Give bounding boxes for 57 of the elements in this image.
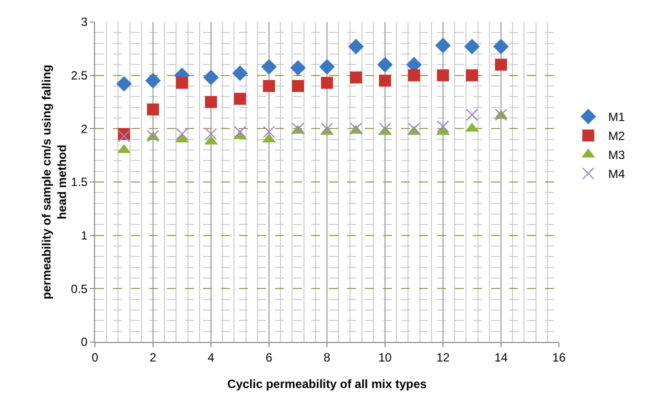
x-tick-label: 0 (92, 350, 99, 364)
point (176, 128, 188, 140)
x-tick-label: 14 (494, 350, 508, 364)
point (435, 38, 451, 54)
point (147, 103, 159, 116)
x-tick-label: 12 (436, 350, 450, 364)
y-tick-label: 2 (80, 122, 88, 136)
legend-label: M1 (608, 110, 626, 124)
point (377, 56, 393, 72)
x-axis-title: Cyclic permeability of all mix types (227, 377, 428, 391)
point (493, 38, 509, 54)
y-tick-label: 1 (80, 228, 88, 243)
point (205, 96, 217, 108)
point (319, 59, 335, 75)
point (348, 38, 364, 54)
point (262, 126, 276, 138)
y-tick-label: 3 (80, 15, 88, 30)
point (350, 71, 362, 84)
point (378, 122, 392, 135)
point (116, 76, 132, 92)
legend-label: M4 (608, 167, 626, 182)
point (204, 128, 218, 140)
x-tick-label: 16 (552, 350, 566, 364)
point (118, 130, 130, 142)
point (145, 72, 161, 88)
y-tick-label: 0 (80, 335, 88, 350)
point (464, 38, 480, 54)
point (232, 65, 248, 81)
y-tick-label: 2.5 (70, 68, 88, 83)
legend-label: M3 (608, 148, 626, 162)
point (234, 92, 246, 105)
point (176, 76, 188, 89)
x-tick-label: 10 (378, 350, 392, 364)
point (437, 69, 449, 82)
x-tick-label: 8 (324, 350, 331, 364)
point (408, 69, 420, 82)
point (436, 120, 450, 133)
point (466, 69, 478, 82)
point (263, 80, 275, 92)
point (203, 70, 219, 86)
point (320, 122, 334, 135)
y-tick-label: 0.5 (70, 282, 88, 296)
x-tick-label: 6 (266, 350, 273, 364)
point (261, 59, 277, 75)
y-tick-label: 1.5 (70, 175, 88, 190)
legend-label: M2 (608, 129, 626, 144)
point (290, 60, 306, 76)
point (234, 126, 246, 138)
point (379, 74, 391, 87)
point (408, 122, 420, 135)
x-tick-label: 2 (150, 350, 157, 364)
point (292, 80, 304, 92)
x-tick-label: 4 (208, 350, 215, 364)
y-axis-title: permeability of sample cm/s using falling head method (39, 64, 69, 300)
point (495, 58, 507, 71)
point (466, 108, 478, 121)
point (321, 76, 333, 89)
